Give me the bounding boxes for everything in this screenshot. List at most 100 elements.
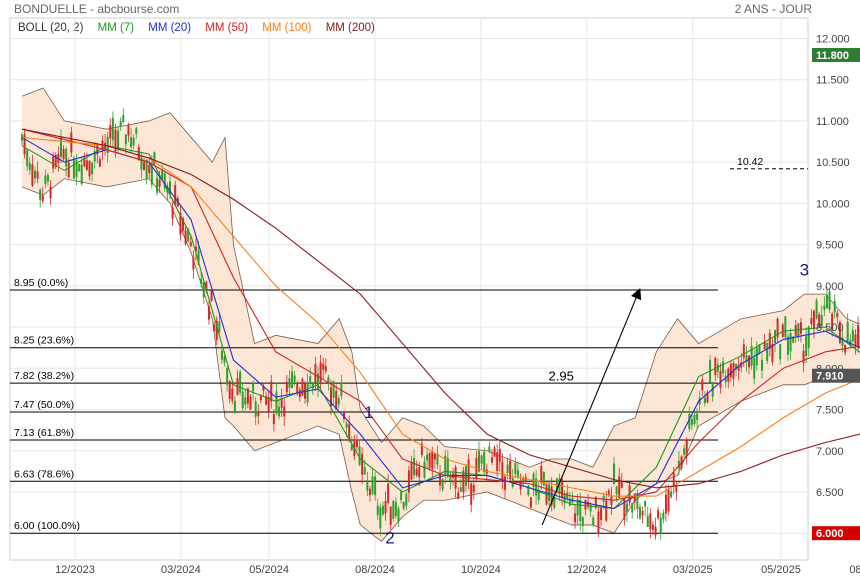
candle-body: [761, 359, 764, 371]
candle-body: [272, 414, 275, 425]
candle-body: [636, 492, 639, 510]
wave-label: 3: [800, 260, 809, 279]
candle-body: [815, 300, 818, 319]
candle-body: [714, 357, 717, 375]
candle-body: [763, 341, 766, 350]
price-badge: [812, 368, 860, 383]
candle-body: [317, 373, 320, 389]
candle-body: [153, 152, 156, 164]
candle-body: [584, 499, 587, 510]
x-tick-label: 03/2024: [161, 564, 201, 576]
candle-body: [283, 406, 286, 417]
candle-body: [574, 513, 577, 523]
candle-body: [41, 195, 44, 202]
candle-body: [117, 130, 120, 150]
candle-body: [335, 391, 338, 410]
candle-body: [275, 391, 278, 414]
candle-body: [62, 148, 65, 159]
y-tick-label: 7.500: [816, 405, 844, 417]
candle-body: [374, 476, 377, 496]
candle-body: [161, 170, 164, 180]
candle-body: [561, 479, 564, 498]
candle-body: [597, 511, 600, 534]
candle-body: [278, 406, 281, 417]
candle-body: [80, 164, 83, 185]
candle-body: [265, 395, 268, 405]
candle-body: [207, 306, 210, 320]
candle-body: [85, 160, 88, 170]
candle-body: [291, 371, 294, 389]
candle-body: [329, 387, 332, 407]
candle-body: [589, 504, 592, 512]
candle-body: [158, 179, 161, 187]
candle-body: [789, 333, 792, 352]
candle-body: [433, 454, 436, 460]
candle-body: [93, 151, 96, 162]
y-tick-label: 10.500: [816, 157, 850, 169]
candle-body: [327, 376, 330, 383]
candle-body: [716, 364, 719, 372]
candle-body: [46, 174, 49, 182]
candle-body: [576, 499, 579, 516]
candle-body: [111, 117, 114, 140]
candle-body: [677, 460, 680, 469]
candle-body: [649, 513, 652, 530]
candle-body: [654, 526, 657, 536]
candle-body: [428, 453, 431, 469]
candle-body: [348, 424, 351, 441]
candle-body: [493, 447, 496, 457]
candle-body: [664, 494, 667, 514]
candle-body: [59, 137, 62, 157]
y-tick-label: 9.000: [816, 281, 844, 293]
candle-body: [465, 466, 468, 486]
candle-body: [423, 461, 426, 478]
candle-body: [140, 157, 143, 170]
candle-body: [841, 337, 844, 346]
candle-body: [361, 453, 364, 475]
moving-average-line: [21, 136, 860, 497]
candle-body: [257, 411, 260, 416]
candle-body: [620, 480, 623, 488]
candle-body: [392, 500, 395, 519]
candle-body: [587, 501, 590, 507]
candle-body: [296, 382, 299, 394]
candle-body: [241, 391, 244, 409]
candle-body: [613, 463, 616, 485]
candle-body: [249, 396, 252, 410]
candle-body: [768, 333, 771, 349]
x-tick-label: 12/2024: [567, 564, 607, 576]
candle-body: [402, 501, 405, 509]
candle-body: [467, 459, 470, 481]
candle-body: [75, 160, 78, 178]
candle-body: [381, 505, 384, 515]
y-tick-label: 11.500: [816, 75, 849, 87]
candle-body: [91, 162, 94, 175]
fib-level-label: 6.63 (78.6%): [14, 468, 74, 480]
candle-body: [693, 415, 696, 424]
candle-body: [415, 469, 418, 476]
candle-body: [459, 487, 462, 492]
candle-body: [431, 451, 434, 469]
x-tick-label: 03/2025: [673, 564, 713, 576]
candle-body: [72, 158, 75, 179]
price-badge-label: 7.910: [816, 371, 844, 383]
candle-body: [454, 467, 457, 489]
candle-body: [825, 294, 828, 308]
candle-body: [49, 186, 52, 199]
candle-body: [288, 378, 291, 388]
candle-body: [322, 363, 325, 370]
candle-body: [210, 290, 213, 301]
candle-body: [439, 473, 442, 486]
candle-body: [457, 492, 460, 500]
candle-body: [662, 512, 665, 520]
candle-body: [675, 485, 678, 492]
candle-body: [683, 448, 686, 455]
candle-body: [553, 496, 556, 508]
candle-body: [688, 414, 691, 429]
candle-body: [83, 157, 86, 167]
candle-body: [254, 401, 257, 417]
x-tick-label: 10/2024: [461, 564, 501, 576]
candle-body: [218, 321, 221, 333]
